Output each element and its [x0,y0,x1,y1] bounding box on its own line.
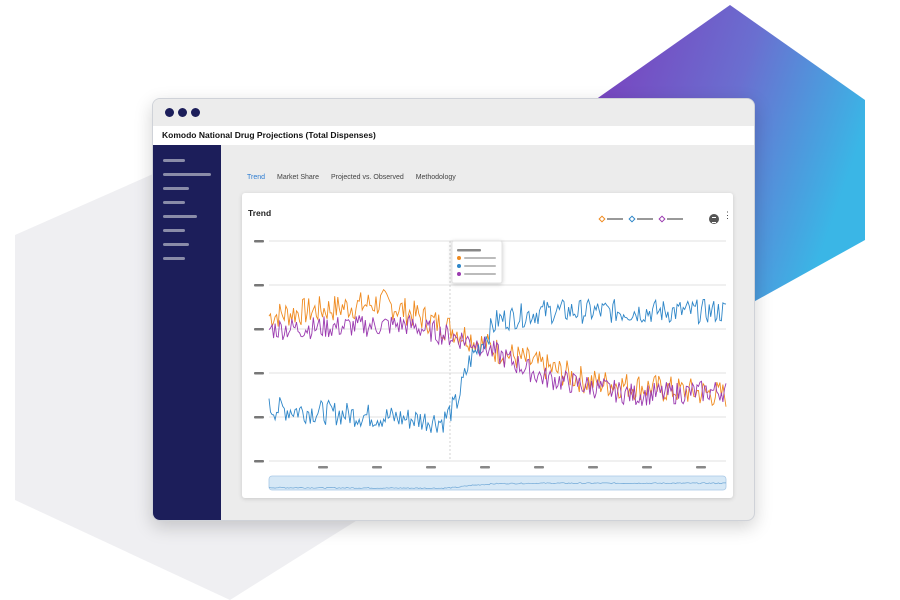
tab-bar: Trend Market Share Projected vs. Observe… [247,174,466,181]
legend-item-blue [628,215,653,223]
window-titlebar [153,99,754,126]
y-axis-tick-label [254,372,264,375]
series-line-blue [268,298,727,433]
tab-projected-vs-observed[interactable]: Projected vs. Observed [330,174,404,181]
y-axis-tick-label [254,328,264,331]
app-window: Komodo National Drug Projections (Total … [152,98,755,521]
x-axis-tick-label [480,466,490,469]
x-axis-tick-label [318,466,328,469]
sidebar [153,145,221,520]
card-title: Trend [248,208,272,218]
x-axis-tick-label [588,466,598,469]
window-dot-icon[interactable] [178,108,187,117]
trend-card: Trend ⋮ [242,193,733,498]
trend-chart[interactable] [242,193,733,498]
more-vertical-icon[interactable]: ⋮ [723,210,732,220]
sidebar-item[interactable] [163,173,211,176]
sidebar-item[interactable] [163,201,185,204]
x-axis-ticks [318,466,706,469]
sidebar-item[interactable] [163,257,185,260]
tab-market-share[interactable]: Market Share [276,174,320,181]
y-axis-tick-label [254,284,264,287]
x-axis-tick-label [696,466,706,469]
chart-legend [598,215,683,223]
window-dot-icon[interactable] [165,108,174,117]
y-axis-tick-label [254,460,264,463]
sidebar-item[interactable] [163,215,197,218]
tab-trend[interactable]: Trend [247,174,266,181]
y-axis-tick-label [254,240,264,243]
window-dot-icon[interactable] [191,108,200,117]
sidebar-item[interactable] [163,229,185,232]
filter-icon[interactable] [709,214,719,224]
app-header: Komodo National Drug Projections (Total … [153,126,754,145]
x-axis-tick-label [534,466,544,469]
legend-item-orange [598,215,623,223]
series-line-orange [268,288,727,407]
sidebar-item[interactable] [163,243,189,246]
series-line-purple [268,314,727,406]
sidebar-item[interactable] [163,187,189,190]
range-navigator[interactable] [268,475,727,491]
chart-tooltip [451,240,503,284]
x-axis-tick-label [426,466,436,469]
x-axis-tick-label [372,466,382,469]
legend-item-purple [658,215,683,223]
tab-methodology[interactable]: Methodology [415,174,456,181]
x-axis-tick-label [642,466,652,469]
page-title: Komodo National Drug Projections (Total … [162,130,376,140]
y-axis-tick-label [254,416,264,419]
sidebar-item[interactable] [163,159,185,162]
